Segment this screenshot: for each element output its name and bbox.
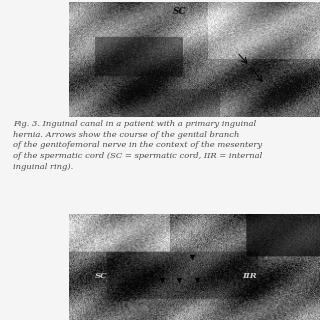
Text: SC: SC xyxy=(172,7,186,16)
Text: Fig. 3. Inguinal canal in a patient with a primary inguinal
hernia. Arrows show : Fig. 3. Inguinal canal in a patient with… xyxy=(13,120,262,171)
Text: IIR: IIR xyxy=(242,272,257,280)
Text: SC: SC xyxy=(95,272,108,280)
